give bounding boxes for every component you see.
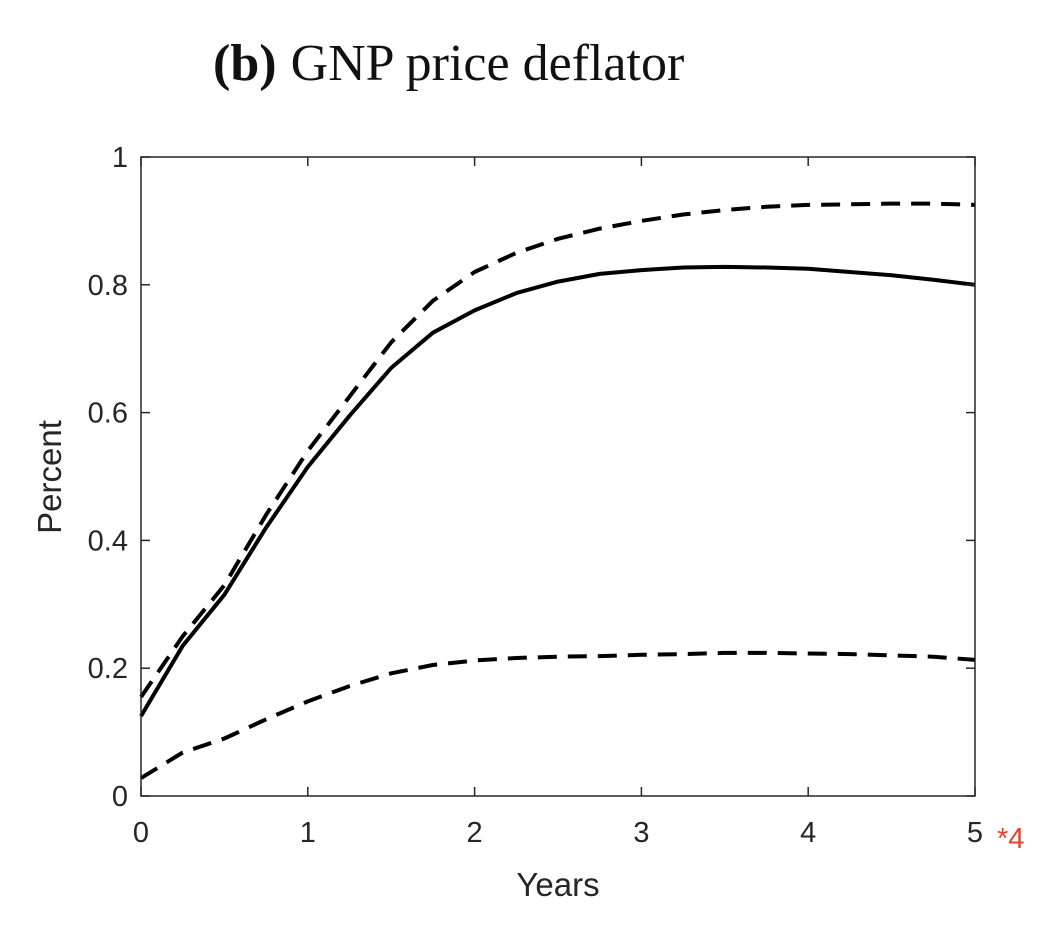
x-axis-label: Years	[516, 866, 599, 903]
series-group	[139, 201, 976, 780]
y-tick-label: 0	[112, 781, 128, 813]
annotation-note: *4	[997, 823, 1024, 855]
plot-background	[141, 157, 975, 796]
y-tick-label: 1	[112, 142, 128, 174]
y-axis-label: Percent	[31, 420, 68, 534]
x-tick-label: 1	[300, 817, 316, 849]
x-tick-label: 5	[967, 817, 983, 849]
y-tick-label: 0.4	[88, 525, 128, 557]
plot-frame	[140, 156, 976, 797]
x-tick-label: 4	[800, 817, 816, 849]
chart-title-prefix: (b)	[213, 35, 277, 92]
y-tick-label: 0.2	[88, 653, 128, 685]
x-tick-label: 3	[633, 817, 649, 849]
axes: 0 1 2 3 4 5 0 0.2 0.4 0.6 0.8 1	[88, 142, 983, 849]
series-line-2	[139, 201, 976, 699]
y-tick-label: 0.6	[88, 398, 128, 430]
chart-title: (b) GNP price deflator	[213, 35, 684, 92]
series-line-1	[139, 264, 976, 718]
x-tick-label: 0	[133, 817, 149, 849]
x-tick-label: 2	[467, 817, 483, 849]
y-tick-label: 0.8	[88, 270, 128, 302]
chart-title-text: GNP price deflator	[291, 35, 685, 92]
series-line-3	[139, 650, 976, 780]
plot-area	[141, 157, 975, 796]
